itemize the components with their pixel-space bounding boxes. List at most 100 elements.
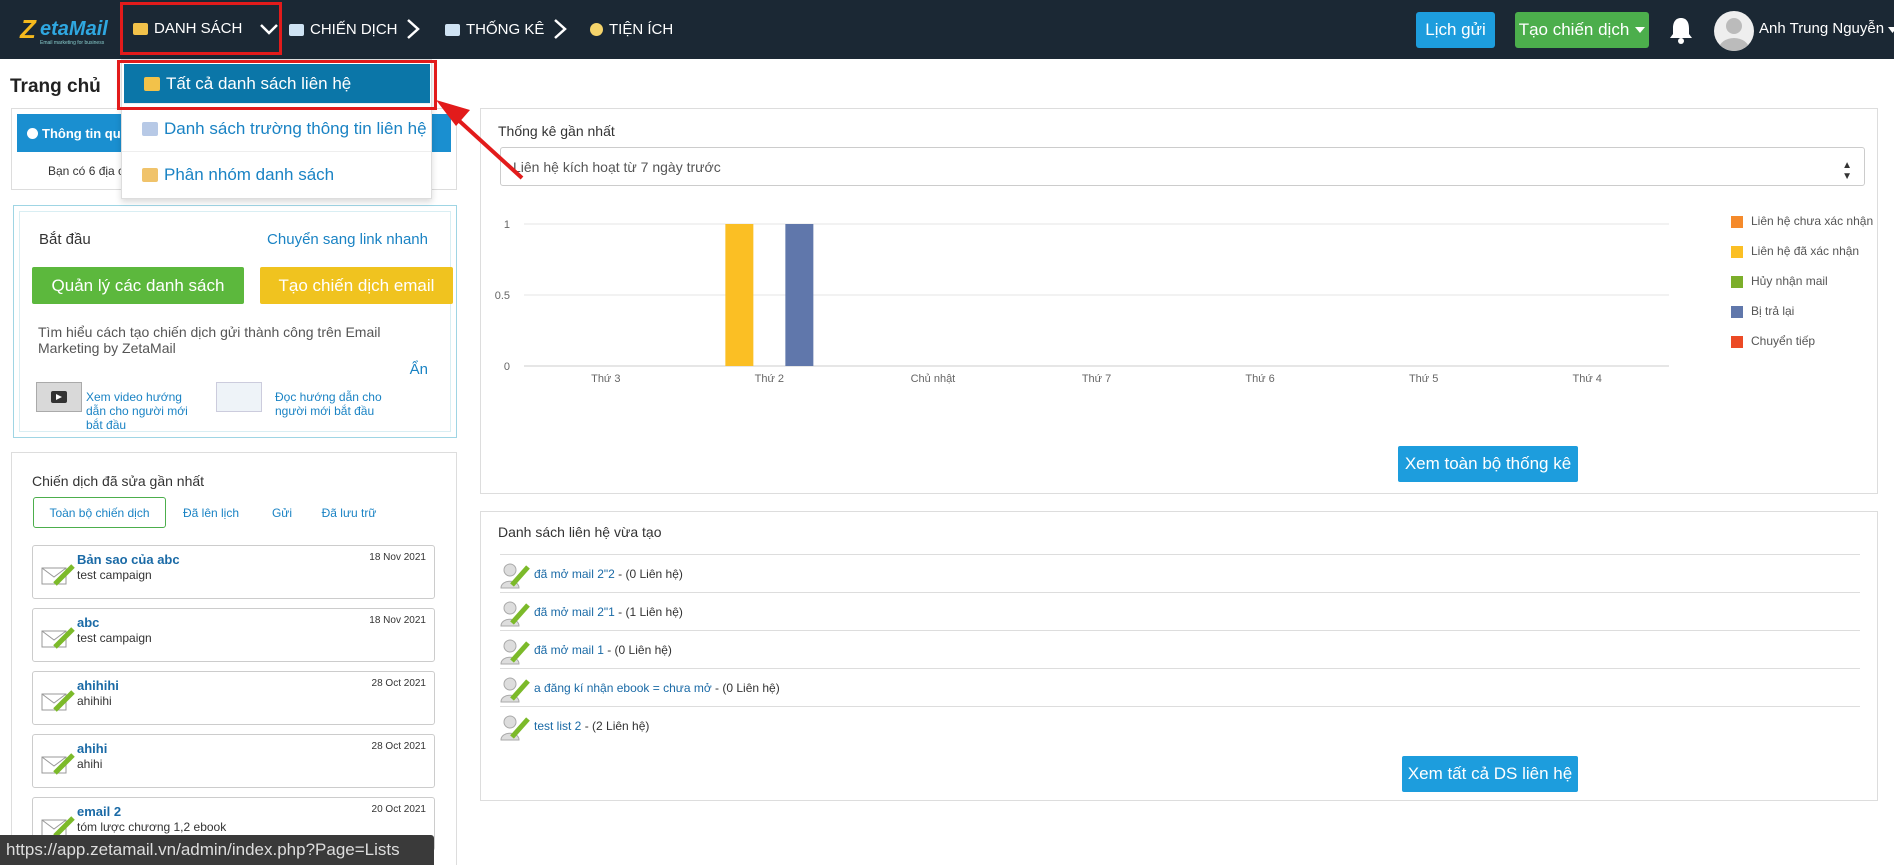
chevron-down-icon (260, 23, 279, 35)
chevron-right-icon (554, 19, 567, 39)
x-tick-label: Thứ 4 (1573, 373, 1602, 385)
tab-scheduled[interactable]: Đã lên lịch (182, 505, 240, 520)
dropdown-item-label: Tất cả danh sách liên hệ (166, 73, 352, 93)
nav-danh-sach[interactable]: DANH SÁCH (120, 2, 282, 55)
nav-tien-ich[interactable]: TIỆN ÍCH (590, 0, 673, 59)
legend-swatch (1731, 216, 1743, 228)
lightbulb-icon (590, 23, 603, 36)
logo-word: etaMail (40, 18, 108, 40)
video-guide-link[interactable]: Xem video hướng dẫn cho người mới bắt đầ… (86, 390, 188, 432)
legend-label: Liên hệ chưa xác nhận (1751, 214, 1874, 228)
nav-chien-dich[interactable]: CHIẾN DỊCH (289, 0, 398, 59)
list-text: đã mở mail 1 - (0 Liên hệ) (534, 643, 672, 657)
learn-text: Tìm hiểu cách tạo chiến dịch gửi thành c… (38, 324, 381, 356)
legend-item[interactable]: Bị trả lại (1731, 304, 1876, 334)
list-name-link[interactable]: a đăng kí nhận ebook = chưa mở (534, 681, 712, 695)
campaign-item[interactable]: ahihi ahihi 28 Oct 2021 (32, 734, 435, 788)
list-name-link[interactable]: test list 2 (534, 719, 582, 733)
tab-archived[interactable]: Đã lưu trữ (321, 505, 377, 520)
legend-item[interactable]: Liên hệ đã xác nhận (1731, 244, 1876, 274)
y-tick-label: 0.5 (495, 290, 510, 302)
y-tick-label: 0 (504, 361, 510, 373)
legend-item[interactable]: Hủy nhận mail (1731, 274, 1876, 304)
list-text: đã mở mail 2"1 - (1 Liên hệ) (534, 605, 683, 619)
legend-swatch (1731, 276, 1743, 288)
contact-edit-icon (500, 601, 530, 627)
legend-item[interactable]: Liên hệ chưa xác nhận (1731, 214, 1876, 244)
list-item[interactable]: đã mở mail 2"2 - (0 Liên hệ) (500, 554, 1860, 592)
y-tick-label: 1 (504, 219, 510, 231)
envelope-edit-icon (41, 753, 75, 775)
campaign-date: 18 Nov 2021 (369, 552, 426, 563)
info-icon (27, 127, 38, 139)
manage-lists-button[interactable]: Quản lý các danh sách (32, 267, 244, 304)
play-icon (51, 391, 67, 403)
list-text: a đăng kí nhận ebook = chưa mở - (0 Liên… (534, 681, 780, 695)
campaign-date: 18 Nov 2021 (369, 615, 426, 626)
create-campaign-button[interactable]: Tạo chiến dịch (1515, 12, 1649, 48)
dropdown-item-contact-fields[interactable]: Danh sách trường thông tin liên hệ (122, 107, 431, 152)
bell-icon[interactable] (1668, 16, 1694, 44)
campaign-name: ahihi (77, 741, 108, 756)
x-tick-label: Thứ 5 (1409, 373, 1438, 385)
view-all-stats-button[interactable]: Xem toàn bộ thống kê (1398, 446, 1578, 482)
list-name-link[interactable]: đã mở mail 1 (534, 643, 604, 657)
chart-bar[interactable] (725, 224, 754, 366)
envelope-edit-icon (41, 816, 75, 838)
caret-down-icon (1635, 27, 1646, 33)
user-menu[interactable]: Anh Trung Nguyễn (1759, 20, 1894, 37)
schedule-button[interactable]: Lịch gửi (1416, 12, 1495, 48)
campaign-item[interactable]: ahihihi ahihihi 28 Oct 2021 (32, 671, 435, 725)
dropdown-item-all-lists[interactable]: Tất cả danh sách liên hệ (124, 64, 430, 104)
nav-tien-ich-label: TIỆN ÍCH (609, 21, 674, 38)
list-name-link[interactable]: đã mở mail 2"2 (534, 567, 615, 581)
stats-range-select[interactable]: Liên hệ kích hoạt từ 7 ngày trước ▲ ▼ (500, 147, 1865, 186)
contact-edit-icon (500, 715, 530, 741)
hide-link[interactable]: Ẩn (409, 361, 428, 378)
folder-icon (144, 76, 160, 91)
x-tick-label: Chủ nhật (911, 373, 956, 385)
read-guide-link[interactable]: Đọc hướng dẫn cho người mới bắt đầu (275, 390, 382, 418)
browser-status-bar: https://app.zetamail.vn/admin/index.php?… (0, 835, 434, 865)
recent-stats-title: Thống kê gần nhất (498, 123, 615, 139)
tab-sent[interactable]: Gửi (271, 505, 293, 520)
contact-edit-icon (500, 563, 530, 589)
legend-label: Liên hệ đã xác nhận (1751, 244, 1860, 258)
campaign-subject: test campaign (77, 631, 152, 645)
avatar[interactable] (1714, 11, 1754, 51)
chart-bar[interactable] (785, 224, 814, 366)
list-name-link[interactable]: đã mở mail 2"1 (534, 605, 615, 619)
view-all-lists-button[interactable]: Xem tất cả DS liên hệ (1402, 756, 1578, 792)
legend-item[interactable]: Chuyển tiếp (1731, 334, 1876, 364)
user-name: Anh Trung Nguyễn (1759, 20, 1885, 37)
list-item[interactable]: a đăng kí nhận ebook = chưa mở - (0 Liên… (500, 668, 1860, 706)
nav-thong-ke[interactable]: THỐNG KÊ (445, 0, 544, 59)
video-thumbnail-icon[interactable] (36, 382, 82, 412)
document-thumbnail-icon[interactable] (216, 382, 262, 412)
envelope-edit-icon (41, 564, 75, 586)
envelope-edit-icon (41, 690, 75, 712)
list-item[interactable]: đã mở mail 2"1 - (1 Liên hệ) (500, 592, 1860, 630)
list-item[interactable]: đã mở mail 1 - (0 Liên hệ) (500, 630, 1860, 668)
envelope-edit-icon (41, 627, 75, 649)
list-count: - (0 Liên hệ) (614, 567, 683, 581)
list-item[interactable]: test list 2 - (2 Liên hệ) (500, 706, 1860, 744)
danh-sach-dropdown: Tất cả danh sách liên hệ Danh sách trườn… (121, 59, 432, 199)
campaign-name: email 2 (77, 804, 122, 819)
contact-edit-icon (500, 677, 530, 703)
x-tick-label: Thứ 3 (591, 373, 620, 385)
quick-link-toggle[interactable]: Chuyển sang link nhanh (267, 231, 428, 248)
campaign-subject: ahihihi (77, 694, 112, 708)
campaign-item[interactable]: Bản sao của abc test campaign 18 Nov 202… (32, 545, 435, 599)
campaign-item[interactable]: abc test campaign 18 Nov 2021 (32, 608, 435, 662)
nav-danh-sach-label: DANH SÁCH (154, 20, 243, 37)
info-body: Bạn có 6 địa c (48, 164, 125, 178)
campaign-date: 28 Oct 2021 (371, 741, 426, 752)
documents-icon (142, 122, 158, 136)
campaign-name: abc (77, 615, 100, 630)
create-email-campaign-button[interactable]: Tạo chiến dịch email (260, 267, 453, 304)
tab-all-campaigns[interactable]: Toàn bộ chiến dịch (33, 497, 166, 528)
dropdown-item-segments[interactable]: Phân nhóm danh sách (122, 152, 431, 197)
recent-lists-panel: Danh sách liên hệ vừa tạo đã mở mail 2"2… (480, 511, 1878, 801)
